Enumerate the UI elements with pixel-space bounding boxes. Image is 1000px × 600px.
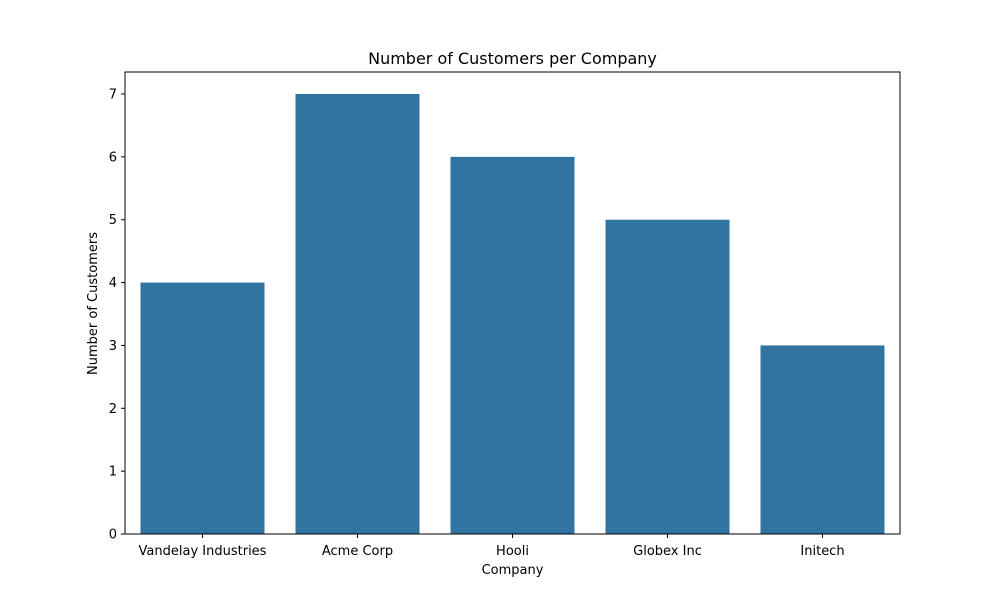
bar-acme-corp bbox=[295, 94, 420, 534]
x-axis-ticks: Vandelay Industries Acme Corp Hooli Globex … bbox=[139, 534, 845, 559]
y-tick-label: 0 bbox=[109, 528, 117, 543]
bar-initech bbox=[760, 345, 885, 534]
y-tick-label: 2 bbox=[109, 402, 117, 417]
y-tick-label: 3 bbox=[109, 339, 117, 354]
plot-frame bbox=[124, 71, 901, 535]
y-tick-label: 7 bbox=[109, 88, 117, 103]
bar-hooli bbox=[450, 156, 575, 534]
x-tick-label: Hooli bbox=[496, 544, 529, 559]
x-tick-label: Acme Corp bbox=[322, 544, 393, 559]
x-tick-label: Vandelay Industries bbox=[139, 544, 267, 559]
y-axis-label: Number of Customers bbox=[86, 232, 101, 375]
y-tick-label: 1 bbox=[109, 465, 117, 480]
bar-vandelay-industries bbox=[140, 282, 265, 534]
bars-layer bbox=[140, 94, 885, 534]
x-tick-label: Globex Inc bbox=[633, 544, 702, 559]
chart-title: Number of Customers per Company bbox=[368, 49, 657, 68]
x-axis-label: Company bbox=[482, 563, 544, 578]
y-tick-label: 4 bbox=[109, 276, 117, 291]
y-tick-label: 5 bbox=[109, 213, 117, 228]
bar-globex-inc bbox=[605, 219, 730, 534]
x-tick-label: Initech bbox=[800, 544, 844, 559]
y-tick-label: 6 bbox=[109, 150, 117, 165]
y-axis-ticks: 0 1 2 3 4 5 6 7 bbox=[109, 88, 125, 543]
